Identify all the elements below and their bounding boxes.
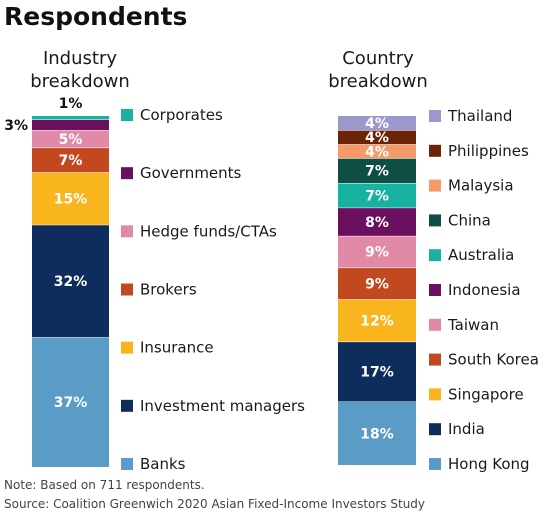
legend-swatch-country-south-korea [429,353,441,366]
industry-subtitle: Industry breakdown [10,47,150,93]
data-label-industry-brokers: 7% [59,153,83,169]
legend-label-country-south-korea: South Korea [448,351,539,369]
legend-label-country-taiwan: Taiwan [447,316,499,334]
industry-subtitle-line-2: breakdown [30,71,130,92]
data-label-industry-insurance: 15% [54,191,88,207]
bar-segment-industry-investment-managers [32,224,109,338]
bar-segment-country-south-korea [338,267,416,300]
bar-segment-country-china [338,158,416,183]
source-text: Source: Coalition Greenwich 2020 Asian F… [4,497,426,511]
bar-segment-country-malaysia [338,144,416,159]
data-label-country-india: 17% [360,365,394,381]
bar-segment-country-thailand [338,116,416,131]
legend-label-country-india: India [448,420,485,438]
legend-swatch-industry-hedge-funds-ctas [121,225,133,238]
data-label-country-singapore: 12% [360,313,394,329]
bar-segment-country-singapore [338,299,416,342]
legend-swatch-industry-corporates [121,109,133,121]
bar-segment-country-taiwan [338,235,416,268]
chart-title: Respondents [4,2,188,31]
legend-swatch-country-china [429,214,441,227]
data-label-country-hong-kong: 18% [360,426,394,442]
legend-swatch-country-taiwan [429,318,441,331]
data-label-country-australia: 7% [365,188,389,204]
legend-swatch-country-australia [429,249,441,262]
bar-segment-industry-insurance [32,172,109,225]
data-label-industry-governments: 3% [4,118,28,134]
bar-segment-country-indonesia [338,207,416,236]
data-label-country-indonesia: 8% [365,215,389,231]
legend-swatch-industry-brokers [121,283,133,296]
legend-swatch-industry-governments [121,167,133,180]
data-label-country-thailand: 4% [365,116,389,132]
country-subtitle-line-2: breakdown [328,71,428,92]
legend-label-industry-brokers: Brokers [140,281,197,299]
legend-label-industry-hedge-funds-ctas: Hedge funds/CTAs [140,222,277,240]
bar-segment-industry-brokers [32,147,109,173]
bar-segment-country-india [338,341,416,402]
data-label-country-malaysia: 4% [365,144,389,160]
bar-segment-industry-governments [32,119,109,131]
data-label-country-south-korea: 9% [365,276,389,292]
legend-label-country-malaysia: Malaysia [448,177,514,195]
legend-label-country-philippines: Philippines [448,142,529,160]
legend-swatch-country-thailand [429,110,441,122]
legend-label-industry-governments: Governments [140,164,242,182]
legend-swatch-country-indonesia [429,284,441,296]
data-label-industry-banks: 37% [54,395,88,411]
note-text: Note: Based on 711 respondents. [4,478,205,492]
data-label-industry-hedge-funds-ctas: 5% [59,132,83,148]
legend-swatch-country-singapore [429,388,441,401]
legend-label-country-singapore: Singapore [448,385,524,403]
country-subtitle-line-1: Country [342,48,414,69]
bar-segment-country-australia [338,182,416,208]
legend-swatch-country-philippines [429,144,441,157]
bar-segment-industry-hedge-funds-ctas [32,130,109,148]
legend-label-country-indonesia: Indonesia [448,281,521,299]
legend-label-industry-insurance: Insurance [140,339,214,357]
country-subtitle: Country breakdown [308,47,448,93]
legend-label-country-australia: Australia [448,246,514,264]
data-label-country-taiwan: 9% [365,245,389,261]
bar-segment-country-hong-kong [338,401,416,465]
bar-segment-country-philippines [338,130,416,145]
legend-label-country-china: China [448,211,491,229]
legend-swatch-industry-insurance [121,341,133,354]
legend-label-industry-corporates: Corporates [140,106,223,124]
data-label-country-china: 7% [365,164,389,180]
data-label-industry-investment-managers: 32% [54,274,88,290]
data-label-industry-corporates: 1% [59,96,83,112]
legend-swatch-country-india [429,423,441,436]
bar-segment-industry-banks [32,337,109,467]
industry-subtitle-line-1: Industry [42,48,118,69]
legend-label-country-thailand: Thailand [447,107,512,125]
legend-label-country-hong-kong: Hong Kong [448,455,530,473]
stacked-bar-charts: 37% 32% 15% 7% 5% 3% 1% Corporates Governments He… [4,96,539,473]
legend-label-industry-banks: Banks [140,455,186,473]
legend-swatch-country-malaysia [429,179,441,192]
bar-segment-industry-corporates [32,116,109,120]
legend-swatch-industry-investment-managers [121,399,133,412]
data-label-country-philippines: 4% [365,130,389,146]
legend-swatch-country-hong-kong [429,458,441,470]
legend-swatch-industry-banks [121,458,133,470]
legend-label-industry-investment-managers: Investment managers [140,397,305,415]
